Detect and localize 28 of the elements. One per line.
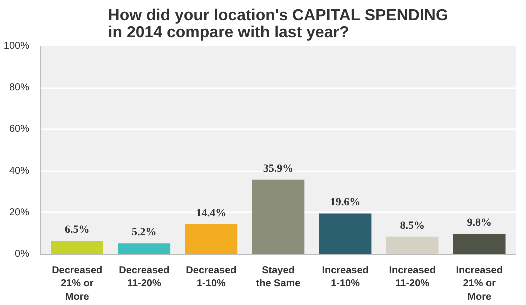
data-label: 35.9% xyxy=(263,162,294,175)
x-tick-label: Increased 21% or More xyxy=(456,266,503,303)
y-tick-label: 0% xyxy=(15,249,30,260)
chart-title: How did your location's CAPITAL SPENDING in 2014 compare with last year? xyxy=(108,8,448,42)
x-tick-label: Decreased 21% or More xyxy=(52,266,103,303)
data-label: 19.6% xyxy=(330,196,361,209)
bar xyxy=(51,240,104,254)
bar xyxy=(453,234,506,254)
y-tick-label: 60% xyxy=(9,124,30,136)
bar xyxy=(386,236,439,254)
x-tick-label: Decreased 11-20% xyxy=(119,266,170,290)
data-label: 9.8% xyxy=(467,217,492,230)
bar xyxy=(319,214,372,254)
data-label: 8.5% xyxy=(400,220,425,232)
bar xyxy=(118,244,171,254)
y-tick-label: 20% xyxy=(9,207,30,218)
x-tick-label: Decreased 1-10% xyxy=(186,266,237,290)
data-label: 14.4% xyxy=(196,208,227,220)
bar xyxy=(185,224,238,254)
x-tick-label: Increased 1-10% xyxy=(322,266,369,290)
y-tick-label: 100% xyxy=(4,41,30,52)
bar xyxy=(252,180,305,254)
data-label: 6.5% xyxy=(65,224,90,236)
x-tick-label: Stayed the Same xyxy=(256,266,302,290)
y-tick-label: 40% xyxy=(9,166,30,177)
data-label: 5.2% xyxy=(132,226,157,239)
y-tick-label: 80% xyxy=(9,82,30,94)
x-tick-label: Increased 11-20% xyxy=(389,266,436,290)
